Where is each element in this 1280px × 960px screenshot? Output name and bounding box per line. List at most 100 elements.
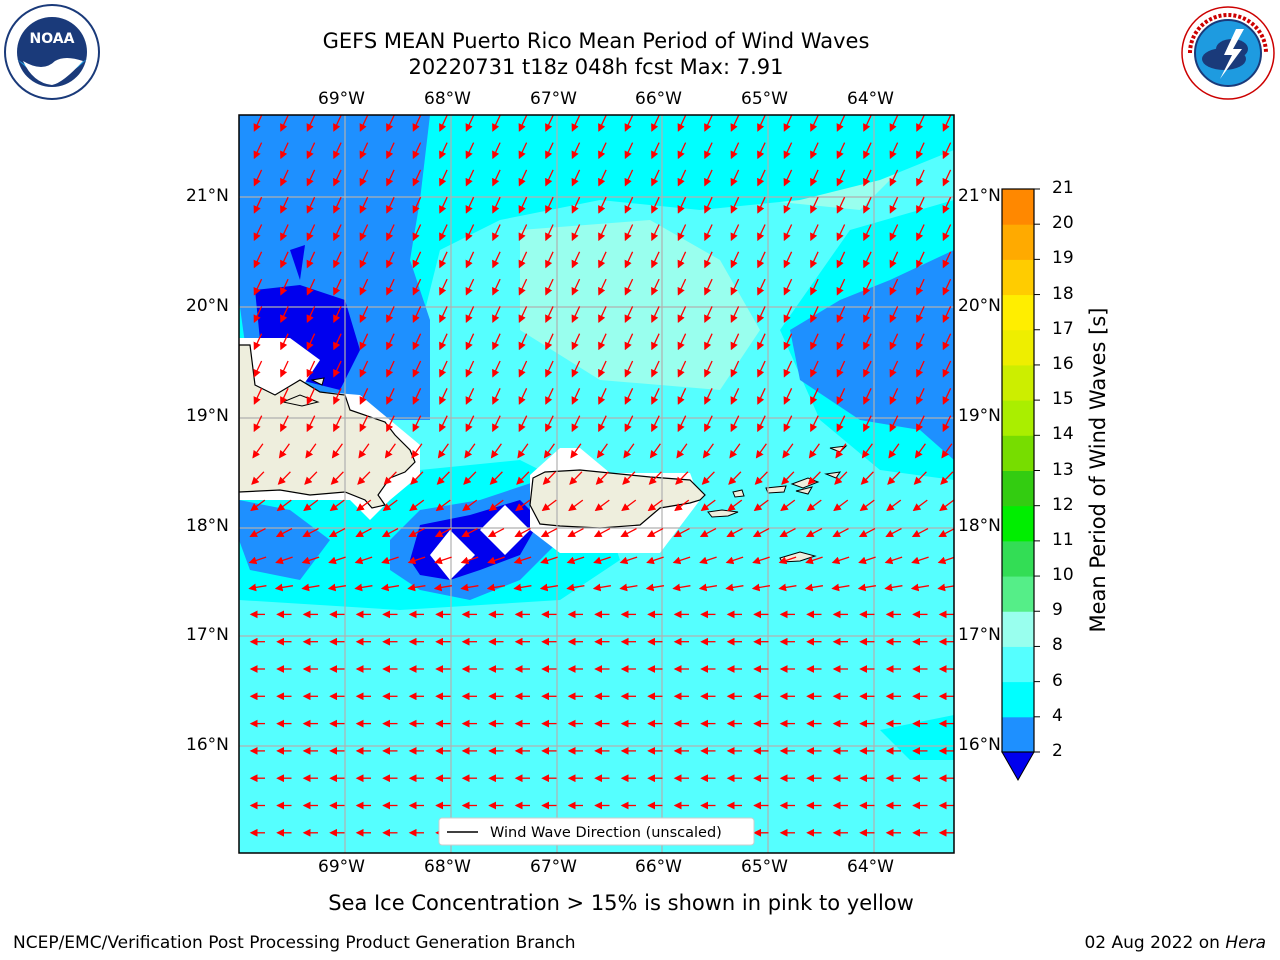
wind-wave-arrow (252, 443, 264, 459)
wind-wave-arrow (730, 142, 740, 160)
wind-wave-arrow (412, 333, 422, 351)
wind-wave-arrow (889, 224, 899, 242)
wind-wave-arrow (384, 443, 396, 459)
wind-wave-arrow (439, 142, 448, 160)
wind-wave-arrow (515, 499, 531, 512)
wind-wave-arrow (757, 306, 766, 323)
field-lt2-nw (255, 285, 360, 390)
wind-wave-arrow (624, 388, 634, 405)
wind-wave-arrow (359, 415, 369, 433)
wind-wave-arrow (836, 224, 846, 242)
run-date: 02 Aug 2022 on Hera (1084, 933, 1266, 953)
wind-wave-arrow (542, 471, 556, 485)
wind-wave-arrow (889, 169, 899, 187)
wind-wave-arrow (545, 360, 554, 378)
wind-wave-arrow (942, 388, 952, 405)
wind-wave-arrow (280, 333, 289, 351)
wind-wave-arrow (677, 142, 687, 160)
wind-wave-arrow (433, 583, 453, 592)
wind-wave-arrow (275, 528, 293, 537)
wind-wave-arrow (783, 278, 793, 296)
wind-wave-arrow (730, 196, 740, 214)
wind-wave-arrow (888, 443, 900, 459)
branch-credit: NCEP/EMC/Verification Post Processing Pr… (13, 933, 576, 953)
wind-wave-arrow (439, 306, 448, 323)
wind-wave-arrow (699, 528, 717, 537)
wind-wave-arrow (596, 443, 608, 459)
land-mask-mona-a (430, 530, 475, 580)
wind-wave-arrow (916, 251, 925, 269)
wind-wave-arrow (571, 169, 581, 187)
lat-label-right-17n: 17°N (958, 625, 1001, 645)
wind-wave-arrow (439, 415, 448, 433)
wind-wave-arrow (571, 251, 581, 269)
wind-wave-arrow (914, 443, 926, 459)
wind-wave-arrow (248, 556, 267, 565)
wind-wave-arrow (725, 556, 744, 565)
wind-wave-arrow (333, 251, 342, 269)
wind-wave-arrow (541, 499, 557, 512)
wind-wave-arrow (942, 169, 952, 187)
wind-wave-arrow (333, 142, 342, 160)
wind-wave-arrow (465, 278, 475, 296)
wind-wave-arrow (593, 556, 611, 565)
wind-wave-arrow (647, 499, 663, 512)
wind-wave-arrow (860, 471, 874, 485)
wind-wave-arrow (439, 115, 448, 132)
wind-wave-arrow (598, 196, 607, 214)
culebra-island (732, 489, 745, 498)
colorbar-box (1002, 681, 1034, 718)
wind-wave-arrow (253, 388, 263, 405)
lat-label-right-19n: 19°N (958, 406, 1001, 426)
wind-wave-arrow (938, 528, 954, 537)
colorbar-tick-label: 18 (1052, 283, 1074, 304)
wind-wave-arrow (333, 115, 342, 132)
wind-wave-arrow (779, 528, 796, 537)
wind-wave-arrow (942, 251, 952, 269)
wind-wave-arrows (248, 115, 954, 837)
wind-wave-arrow (757, 360, 766, 378)
wind-wave-arrow (386, 251, 395, 269)
wind-wave-arrow (942, 360, 952, 378)
wind-wave-arrow (942, 278, 952, 296)
wind-wave-arrow (593, 528, 611, 537)
wind-wave-arrow (386, 388, 395, 405)
colorbar-tick-label: 14 (1052, 424, 1074, 445)
wind-wave-arrow (280, 169, 289, 187)
colorbar-box (1002, 646, 1034, 683)
wind-wave-arrow (518, 169, 528, 187)
colorbar-box (1002, 435, 1034, 471)
lat-label-left-21n: 21°N (186, 186, 229, 206)
wind-wave-arrow (804, 583, 824, 592)
wind-wave-arrow (253, 251, 263, 269)
wind-wave-arrow (545, 278, 554, 296)
wind-wave-arrow (889, 360, 899, 378)
wind-wave-arrow (595, 471, 609, 485)
wind-wave-arrow (677, 415, 687, 433)
wind-wave-arrow (412, 278, 422, 296)
wind-wave-arrow (333, 278, 342, 296)
wind-wave-arrow (408, 528, 425, 537)
wind-wave-arrow (280, 360, 289, 378)
wind-wave-arrow (810, 196, 819, 214)
wind-wave-arrow (863, 360, 872, 378)
wind-wave-arrow (492, 224, 501, 242)
wind-wave-arrow (333, 306, 342, 323)
wind-wave-arrow (249, 528, 266, 537)
colorbar-tick-label: 20 (1052, 213, 1074, 234)
wind-wave-arrow (863, 251, 872, 269)
wind-wave-arrow (624, 415, 634, 433)
wind-wave-arrow (598, 333, 607, 351)
colorbar-box (1002, 505, 1034, 542)
wind-wave-arrow (489, 471, 503, 485)
wind-wave-arrow (916, 169, 925, 187)
wind-wave-arrow (410, 471, 424, 485)
wind-wave-arrow (329, 499, 345, 512)
wind-wave-arrow (545, 415, 554, 433)
wind-wave-arrow (306, 142, 316, 160)
wind-wave-arrow (836, 415, 846, 433)
wind-wave-arrow (540, 556, 558, 565)
colorbar-title: Mean Period of Wind Waves [s] (1086, 307, 1110, 633)
wind-wave-arrow (913, 471, 927, 485)
